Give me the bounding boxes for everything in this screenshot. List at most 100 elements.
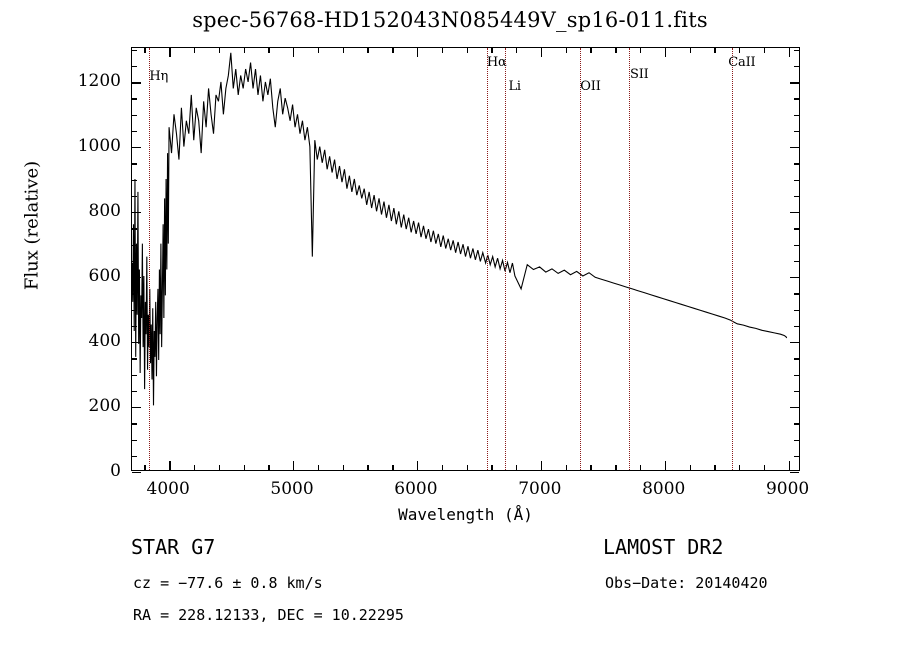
y-tick-left [132, 244, 137, 246]
y-tick-right [794, 358, 799, 360]
y-tick-right [794, 455, 799, 458]
y-tick-right [794, 195, 799, 198]
obs-date: Obs−Date: 20140420 [605, 574, 768, 592]
y-tick-label: 800 [88, 201, 121, 222]
y-tick-left [132, 455, 137, 458]
y-tick-left [132, 309, 137, 311]
x-tick-top [144, 48, 146, 53]
x-tick-label: 5000 [270, 479, 314, 499]
x-tick-bottom [763, 465, 766, 470]
y-tick-right [794, 65, 799, 68]
x-tick-bottom [243, 465, 245, 470]
y-axis-title: Flux (relative) [21, 160, 43, 291]
x-tick-top [739, 48, 741, 53]
y-tick-left [132, 439, 137, 441]
y-tick-right [794, 228, 799, 230]
y-tick-left [132, 228, 137, 230]
survey-name: LAMOST DR2 [603, 535, 724, 559]
x-tick-top [565, 48, 567, 53]
x-tick-top [590, 48, 592, 53]
x-tick-bottom [293, 461, 295, 470]
spectral-line-label: OII [580, 79, 601, 94]
x-tick-top [367, 48, 369, 53]
y-tick-left [132, 407, 141, 409]
y-tick-right [794, 244, 799, 246]
x-tick-label: 6000 [394, 479, 438, 499]
y-tick-right [794, 293, 799, 295]
x-tick-top [416, 48, 419, 57]
y-tick-left [132, 390, 137, 393]
spectral-line-label: SII [629, 67, 649, 82]
y-tick-left [132, 212, 141, 214]
y-tick-left [132, 179, 137, 181]
y-tick-left [132, 98, 137, 100]
x-tick-bottom [193, 465, 196, 470]
plot-area [132, 48, 799, 470]
y-tick-label: 400 [88, 331, 121, 352]
y-tick-right [794, 114, 799, 116]
y-tick-right [794, 130, 799, 133]
x-tick-bottom [491, 465, 493, 470]
x-tick-top [193, 48, 196, 53]
x-tick-top [788, 48, 790, 57]
y-tick-right [794, 163, 799, 165]
y-tick-left [132, 423, 137, 425]
x-tick-top [615, 48, 617, 53]
y-tick-left [132, 277, 141, 279]
y-tick-left [132, 260, 137, 263]
y-tick-right [794, 374, 799, 376]
y-tick-label: 1000 [77, 136, 121, 157]
x-tick-bottom [268, 465, 270, 470]
y-tick-left [132, 374, 137, 376]
x-tick-top [392, 48, 394, 53]
x-tick-bottom [590, 465, 592, 470]
x-tick-top [714, 48, 716, 53]
x-tick-top [243, 48, 245, 53]
x-tick-top [491, 48, 493, 53]
y-tick-left [132, 147, 141, 149]
x-tick-top [516, 48, 518, 53]
x-tick-bottom [516, 465, 518, 470]
y-tick-right [794, 98, 799, 100]
x-tick-bottom [144, 465, 146, 470]
y-tick-right [790, 82, 799, 84]
x-tick-top [639, 48, 642, 53]
y-tick-label: 200 [88, 396, 121, 417]
y-tick-left [132, 65, 137, 68]
spectral-line-label: CaII [728, 55, 756, 70]
y-tick-right [794, 439, 799, 441]
spectral-line-label: Hη [149, 69, 169, 84]
redshift-value: cz = −77.6 ± 0.8 km/s [133, 574, 323, 592]
y-tick-right [794, 260, 799, 263]
y-tick-right [794, 390, 799, 393]
x-tick-top [169, 48, 171, 57]
x-tick-top [342, 48, 344, 53]
x-tick-bottom [342, 465, 344, 470]
y-tick-right [794, 309, 799, 311]
x-tick-bottom [367, 465, 369, 470]
y-tick-left [132, 293, 137, 295]
x-tick-top [218, 48, 221, 53]
x-tick-bottom [317, 465, 320, 470]
x-tick-top [268, 48, 270, 53]
x-tick-bottom [441, 465, 444, 470]
x-tick-bottom [466, 465, 468, 470]
y-tick-left [132, 82, 141, 84]
x-tick-label: 7000 [518, 479, 562, 499]
x-tick-bottom [540, 461, 543, 470]
x-tick-bottom [639, 465, 642, 470]
y-tick-right [790, 147, 799, 149]
x-tick-bottom [615, 465, 617, 470]
x-tick-bottom [392, 465, 394, 470]
y-tick-left [132, 114, 137, 116]
y-tick-left [132, 195, 137, 198]
x-tick-bottom [714, 465, 716, 470]
y-tick-left [132, 49, 137, 51]
spectrum-curve [132, 52, 788, 406]
y-tick-right [794, 49, 799, 51]
x-axis-title: Wavelength (Å) [398, 505, 533, 524]
x-tick-top [317, 48, 320, 53]
coordinates: RA = 228.12133, DEC = 10.22295 [133, 606, 404, 624]
y-tick-right [790, 212, 799, 214]
